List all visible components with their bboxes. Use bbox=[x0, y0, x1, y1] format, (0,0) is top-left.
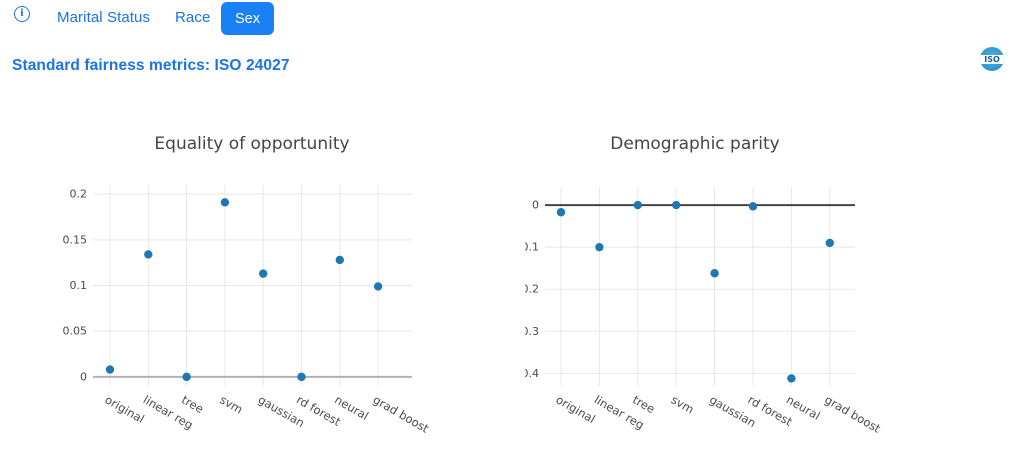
scatter-point[interactable] bbox=[556, 208, 566, 217]
y-tick-label: −0.2 bbox=[525, 283, 539, 296]
scatter-point[interactable] bbox=[259, 269, 268, 278]
info-icon[interactable]: i bbox=[14, 6, 30, 22]
y-tick-label: 0.05 bbox=[63, 325, 88, 338]
scatter-point[interactable] bbox=[672, 200, 681, 210]
y-tick-label: 0 bbox=[80, 370, 87, 383]
scatter-point[interactable] bbox=[297, 372, 306, 382]
scatter-point[interactable] bbox=[105, 365, 115, 374]
scatter-point[interactable] bbox=[825, 238, 834, 248]
x-tick-label: grad boost bbox=[822, 392, 883, 435]
scatter-point[interactable] bbox=[595, 242, 604, 252]
tab-sex[interactable]: Sex bbox=[221, 2, 274, 35]
iso-logo: ISO bbox=[980, 47, 1004, 71]
scatter-point[interactable] bbox=[787, 374, 796, 383]
scatter-point[interactable] bbox=[220, 198, 230, 207]
y-tick-label: 0.2 bbox=[70, 188, 88, 201]
y-tick-label: −0.4 bbox=[525, 367, 539, 380]
page-title: Standard fairness metrics: ISO 24027 bbox=[12, 57, 290, 74]
y-tick-label: 0.15 bbox=[63, 233, 88, 246]
y-tick-label: −0.3 bbox=[525, 325, 539, 338]
tab-marital-status[interactable]: Marital Status bbox=[57, 9, 151, 26]
y-tick-label: −0.1 bbox=[525, 241, 539, 254]
scatter-point[interactable] bbox=[710, 269, 719, 278]
tab-race[interactable]: Race bbox=[175, 9, 211, 26]
x-tick-label: svm bbox=[669, 392, 697, 416]
x-tick-label: original bbox=[103, 392, 147, 426]
scatter-point[interactable] bbox=[633, 200, 642, 210]
x-tick-label: svm bbox=[217, 392, 245, 416]
y-tick-label: 0.1 bbox=[70, 279, 88, 292]
x-tick-label: grad boost bbox=[371, 392, 432, 435]
scatter-point[interactable] bbox=[144, 250, 153, 259]
y-tick-label: 0 bbox=[532, 199, 539, 212]
scatter-point[interactable] bbox=[748, 202, 758, 211]
scatter-point[interactable] bbox=[373, 282, 383, 291]
iso-logo-text: ISO bbox=[984, 55, 1000, 64]
chart-title: Equality of opportunity bbox=[154, 134, 349, 154]
scatter-point[interactable] bbox=[182, 372, 191, 382]
chart-title: Demographic parity bbox=[610, 134, 779, 154]
iso-logo-band: ISO bbox=[980, 55, 1004, 64]
x-tick-label: original bbox=[554, 392, 598, 426]
scatter-point[interactable] bbox=[335, 255, 344, 265]
